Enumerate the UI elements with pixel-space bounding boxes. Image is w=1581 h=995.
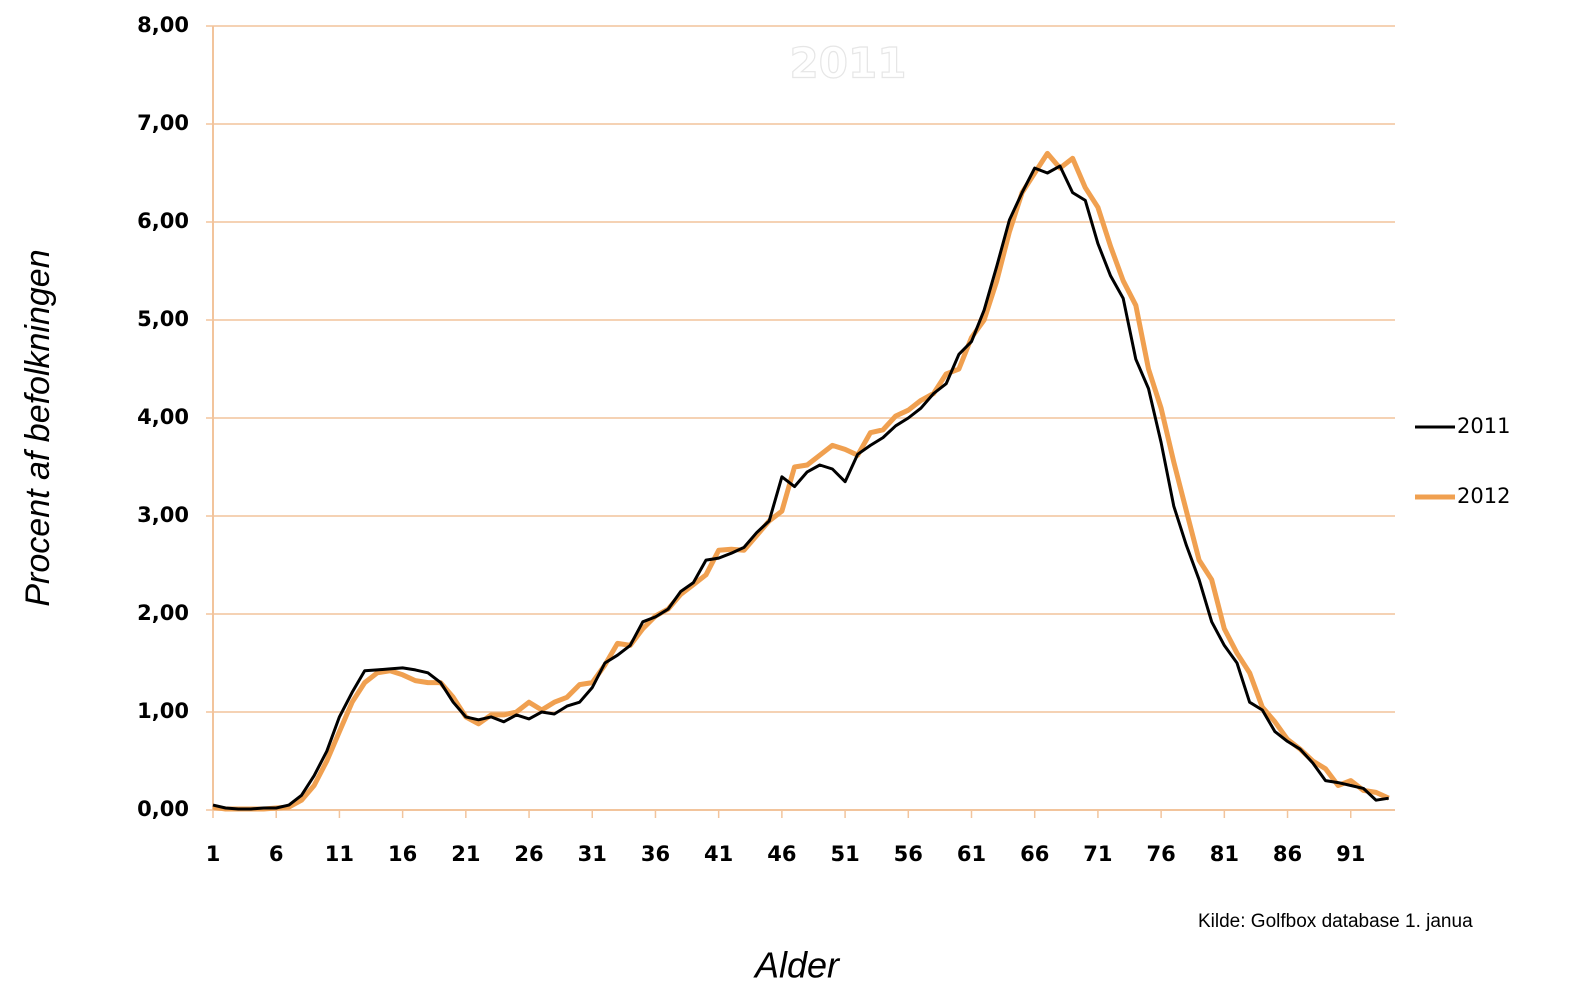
y-tick-label: 4,00: [137, 405, 189, 429]
y-tick-label: 5,00: [137, 307, 189, 331]
x-tick-label: 76: [1147, 842, 1176, 866]
legend-label: 2011: [1457, 414, 1510, 438]
x-tick-label: 31: [578, 842, 607, 866]
y-tick-label: 8,00: [137, 13, 189, 37]
legend-label: 2012: [1457, 484, 1510, 508]
x-tick-label: 41: [704, 842, 733, 866]
x-tick-label: 46: [767, 842, 796, 866]
y-tick-label: 0,00: [137, 797, 189, 821]
x-tick-label: 36: [641, 842, 670, 866]
y-tick-label: 7,00: [137, 111, 189, 135]
x-tick-label: 56: [894, 842, 923, 866]
x-tick-label: 1: [206, 842, 221, 866]
x-tick-label: 66: [1020, 842, 1049, 866]
x-tick-label: 11: [325, 842, 354, 866]
y-tick-label: 2,00: [137, 601, 189, 625]
x-tick-label: 91: [1336, 842, 1365, 866]
y-tick-label: 3,00: [137, 503, 189, 527]
x-tick-label: 71: [1083, 842, 1112, 866]
y-tick-label: 1,00: [137, 699, 189, 723]
x-tick-label: 26: [514, 842, 543, 866]
x-tick-label: 51: [830, 842, 859, 866]
x-tick-label: 16: [388, 842, 417, 866]
chart-title: 2011: [790, 39, 907, 88]
y-tick-label: 6,00: [137, 209, 189, 233]
line-series: [212, 164, 1389, 811]
x-tick-label: 81: [1210, 842, 1239, 866]
x-tick-label: 86: [1273, 842, 1302, 866]
x-tick-label: 6: [269, 842, 284, 866]
x-axis-label: Alder: [753, 945, 841, 986]
y-axis-label: Procent af befolkningen: [19, 249, 57, 606]
source-note: Kilde: Golfbox database 1. janua: [1198, 911, 1473, 932]
line-series: [212, 150, 1390, 812]
x-tick-label: 61: [957, 842, 986, 866]
x-tick-label: 21: [451, 842, 480, 866]
